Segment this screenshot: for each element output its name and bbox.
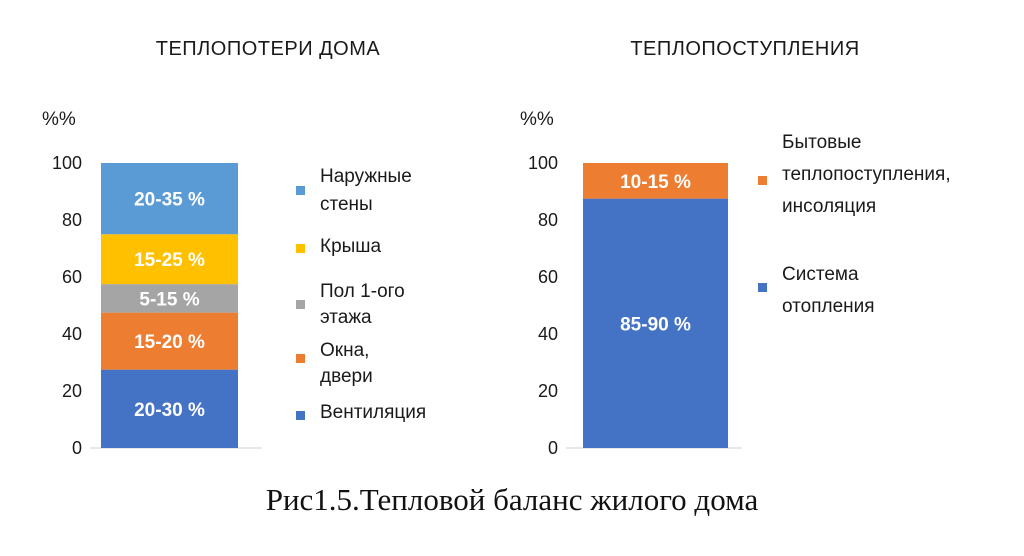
chart-title: ТЕПЛОПОТЕРИ ДОМА bbox=[156, 38, 381, 60]
legend-entry-text: инсоляция bbox=[782, 196, 876, 217]
bar-segment bbox=[583, 163, 728, 199]
bar-data-label: 10-15 % bbox=[620, 172, 691, 193]
bar-data-label: 5-15 % bbox=[139, 289, 199, 310]
bar-data-label: 20-30 % bbox=[134, 400, 205, 421]
legend-entry-text: Крыша bbox=[320, 236, 382, 257]
legend-entry-text: теплопоступления, bbox=[782, 164, 951, 185]
bar-segment bbox=[101, 234, 238, 285]
y-tick-label: 100 bbox=[52, 153, 82, 173]
bar-segment bbox=[101, 284, 238, 313]
legend-entry-text: Бытовые bbox=[782, 132, 862, 153]
legend-swatch bbox=[758, 283, 767, 292]
legend-entry-text: этажа bbox=[320, 307, 372, 328]
figure-caption: Рис1.5.Тепловой баланс жилого дома bbox=[265, 482, 759, 517]
legend-swatch bbox=[296, 186, 305, 195]
legend-entry-text: отопления bbox=[782, 296, 875, 317]
legend-entry-text: стены bbox=[320, 194, 373, 215]
heat-loss-chart: ТЕПЛОПОТЕРИ ДОМА%% 0 20 40 60 80 100 20-30 % 15-… bbox=[42, 38, 426, 458]
bar-segment bbox=[583, 198, 728, 448]
legend-entry-text: Система bbox=[782, 264, 859, 285]
legend-swatch bbox=[296, 300, 305, 309]
legend-swatch bbox=[296, 411, 305, 420]
bar-segment bbox=[101, 369, 238, 448]
y-tick-label: 60 bbox=[62, 267, 82, 287]
bar-data-label: 85-90 % bbox=[620, 314, 691, 335]
legend-entry-text: Вентиляция bbox=[320, 402, 426, 423]
heat-balance-charts: ТЕПЛОПОТЕРИ ДОМА%% 0 20 40 60 80 100 20-30 % 15-… bbox=[42, 38, 951, 458]
y-tick-label: 0 bbox=[548, 438, 558, 458]
legend-entry-text: Пол 1-ого bbox=[320, 281, 405, 302]
legend-swatch bbox=[758, 176, 767, 185]
bar-data-label: 20-35 % bbox=[134, 190, 205, 211]
y-axis-unit-label: %% bbox=[42, 109, 76, 130]
legend-entry-text: Окна, bbox=[320, 340, 369, 361]
y-tick-label: 0 bbox=[72, 438, 82, 458]
bar-segment bbox=[101, 163, 238, 235]
bar-data-label: 15-25 % bbox=[134, 250, 205, 271]
y-tick-label: 20 bbox=[538, 381, 558, 401]
chart-title: ТЕПЛОПОСТУПЛЕНИЯ bbox=[630, 38, 859, 60]
y-tick-label: 40 bbox=[62, 324, 82, 344]
y-axis-unit-label: %% bbox=[520, 109, 554, 130]
y-tick-label: 40 bbox=[538, 324, 558, 344]
y-tick-label: 60 bbox=[538, 267, 558, 287]
y-tick-label: 80 bbox=[538, 210, 558, 230]
legend-entry-text: Наружные bbox=[320, 166, 412, 187]
y-tick-label: 80 bbox=[62, 210, 82, 230]
y-tick-label: 20 bbox=[62, 381, 82, 401]
bar-data-label: 15-20 % bbox=[134, 332, 205, 353]
legend-entry-text: двери bbox=[320, 366, 373, 387]
y-tick-label: 100 bbox=[528, 153, 558, 173]
legend-swatch bbox=[296, 354, 305, 363]
legend-swatch bbox=[296, 244, 305, 253]
bar-segment bbox=[101, 312, 238, 370]
heat-gain-chart: ТЕПЛОПОСТУПЛЕНИЯ%% 0 20 40 60 80 100 85-90 % 10-… bbox=[520, 38, 951, 458]
